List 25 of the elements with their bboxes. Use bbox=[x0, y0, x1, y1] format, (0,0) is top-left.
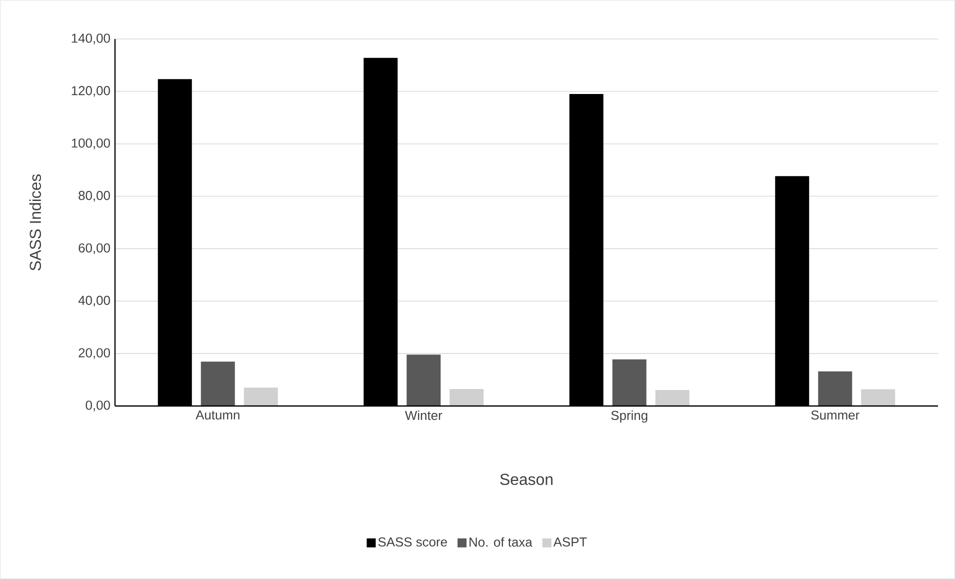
x-tick-label: Winter bbox=[404, 410, 442, 420]
bar bbox=[655, 390, 690, 406]
y-tick-label: 80,00 bbox=[78, 190, 110, 202]
y-tick-label: 0,00 bbox=[86, 400, 110, 412]
bar bbox=[450, 388, 484, 406]
bar bbox=[861, 389, 896, 406]
y-tick-label: 40,00 bbox=[78, 296, 110, 306]
x-tick-label: Spring bbox=[611, 410, 648, 423]
bar bbox=[244, 388, 278, 406]
legend-label: ASPT bbox=[553, 537, 587, 547]
y-axis-title: SASS Indices bbox=[29, 174, 42, 270]
bar bbox=[406, 354, 441, 406]
y-tick-label: 20,00 bbox=[78, 348, 110, 359]
y-tick-label: 120,00 bbox=[72, 86, 110, 97]
y-tick-label: 140,00 bbox=[72, 34, 110, 44]
bar bbox=[200, 362, 235, 406]
x-tick-label: Summer bbox=[811, 410, 860, 420]
legend-label: No. of taxa bbox=[470, 537, 532, 547]
y-tick-label: 60,00 bbox=[78, 243, 110, 254]
legend-label: SASS score bbox=[378, 537, 447, 547]
bar bbox=[612, 359, 646, 406]
y-tick-label: 100,00 bbox=[72, 138, 110, 150]
x-tick-label: Autumn bbox=[196, 410, 240, 420]
bar bbox=[818, 371, 852, 406]
x-axis-title: Season bbox=[500, 474, 552, 486]
